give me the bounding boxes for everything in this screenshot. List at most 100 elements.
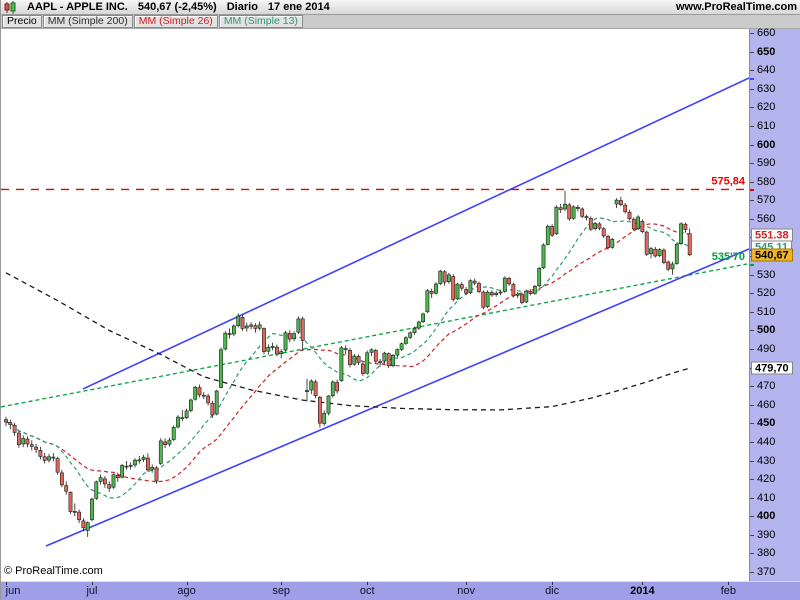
- price-tick-label: 660: [757, 27, 776, 39]
- indicator-legend-bar: Precio MM (Simple 200) MM (Simple 26) MM (S…: [1, 15, 800, 29]
- price-tick: [750, 479, 754, 481]
- time-axis[interactable]: jun jul ago sep oct nov dic 2014 feb: [1, 581, 800, 600]
- price-tick: [750, 144, 754, 146]
- price-tick-label: 390: [757, 528, 776, 541]
- price-tick: [750, 163, 754, 165]
- price-tick: [750, 200, 754, 202]
- price-tick: [750, 181, 754, 183]
- price-tick-label: 630: [757, 82, 776, 95]
- month-tick: [466, 582, 468, 585]
- price-tick-label: 620: [757, 101, 776, 114]
- price-tick: [750, 293, 754, 295]
- month-label-feb: feb: [720, 585, 737, 597]
- price-tick-label: 640: [757, 64, 776, 77]
- indicator-button-mm-simple-26-[interactable]: MM (Simple 26): [133, 15, 218, 28]
- month-tick: [6, 582, 7, 585]
- price-tick-label: 410: [757, 491, 776, 504]
- chart-canvas[interactable]: 575,84 535'70 © ProRealTime.com: [1, 29, 749, 581]
- price-tick: [750, 218, 754, 220]
- alert-axis-tick: [750, 189, 754, 192]
- candlestick-series: [4, 190, 692, 537]
- price-tick-label: 610: [757, 119, 776, 132]
- month-tick: [92, 582, 93, 585]
- candlestick-chart[interactable]: 575,84 535'70: [1, 29, 749, 581]
- price-tick: [750, 386, 754, 388]
- alert-level-label: 575,84: [711, 175, 746, 187]
- sma-26-line: [5, 223, 690, 483]
- sma200-value-box: 479,70: [751, 361, 793, 375]
- price-tick: [750, 404, 754, 406]
- support-trendline-green: [1, 263, 748, 408]
- price-tick: [750, 330, 754, 332]
- price-tick: [750, 274, 754, 276]
- price-tick-label: 370: [757, 566, 776, 578]
- price-tick: [750, 516, 754, 518]
- price-tick-label: 520: [757, 287, 776, 300]
- price-tick: [750, 534, 754, 536]
- last-price-box: 540,67: [751, 248, 793, 262]
- month-label-2014: 2014: [630, 585, 655, 597]
- price-tick-label: 400: [757, 510, 776, 523]
- price-tick-label: 600: [757, 138, 776, 151]
- last-price-change: 540,67 (-2,45%): [137, 1, 217, 13]
- month-tick: [186, 582, 188, 585]
- month-label-sep: sep: [272, 585, 291, 597]
- channel-upper-line: [82, 77, 749, 390]
- price-tick: [750, 311, 754, 313]
- price-tick: [750, 497, 754, 499]
- price-tick-label: 470: [757, 380, 776, 393]
- price-tick: [750, 33, 754, 34]
- price-tick-label: 650: [757, 45, 776, 58]
- price-tick-label: 450: [757, 417, 776, 430]
- indicator-button-precio[interactable]: Precio: [2, 15, 42, 28]
- channel-upper-axis-tick: [750, 78, 754, 80]
- price-tick: [750, 107, 754, 109]
- month-label-jun: jun: [5, 585, 21, 597]
- indicator-button-mm-simple-200-[interactable]: MM (Simple 200): [42, 15, 133, 28]
- price-tick-label: 530: [757, 268, 776, 281]
- price-tick-label: 420: [757, 473, 776, 486]
- month-tick: [367, 582, 369, 585]
- trendline-level-label: 535'70: [712, 251, 745, 263]
- price-tick: [750, 572, 754, 573]
- month-label-dic: dic: [545, 585, 560, 597]
- price-tick: [750, 125, 754, 127]
- price-tick: [750, 51, 754, 53]
- price-tick-label: 460: [757, 398, 776, 411]
- sma-200-line: [5, 272, 690, 411]
- month-label-nov: nov: [457, 585, 475, 597]
- month-tick: [281, 582, 283, 585]
- price-tick-label: 510: [757, 305, 776, 318]
- price-tick-label: 560: [757, 212, 776, 225]
- title-bar: AAPL - APPLE INC. 540,67 (-2,45%) Diario…: [1, 0, 800, 15]
- month-tick: [642, 582, 644, 585]
- timeframe-label: Diario: [226, 1, 258, 13]
- price-tick-label: 590: [757, 157, 776, 170]
- price-axis[interactable]: 3703803904004104204304404504604704804905…: [749, 27, 800, 581]
- price-tick: [750, 441, 754, 443]
- price-tick: [750, 460, 754, 462]
- sma-13-line: [5, 217, 690, 499]
- site-link[interactable]: www.ProRealTime.com: [675, 1, 797, 13]
- month-label-jul: jul: [86, 585, 98, 597]
- price-tick-label: 580: [757, 175, 776, 188]
- channel-lower-line: [45, 248, 749, 547]
- price-tick-label: 500: [757, 324, 776, 337]
- indicator-button-mm-simple-13-[interactable]: MM (Simple 13): [218, 15, 303, 28]
- price-tick-label: 490: [757, 343, 776, 355]
- symbol-title: AAPL - APPLE INC.: [27, 1, 128, 13]
- month-label-ago: ago: [177, 585, 196, 597]
- copyright-watermark: © ProRealTime.com: [4, 565, 103, 577]
- price-tick: [750, 70, 754, 72]
- price-tick-label: 380: [757, 547, 776, 560]
- candlestick-icon: [4, 0, 17, 14]
- price-tick-label: 430: [757, 454, 776, 467]
- price-tick-label: 570: [757, 194, 776, 207]
- sma26-value-box: 551.38: [751, 228, 793, 242]
- month-label-oct: oct: [359, 585, 375, 597]
- price-tick: [750, 349, 754, 350]
- price-tick: [750, 553, 754, 555]
- trendline-axis-tick: [750, 264, 754, 266]
- month-tick: [728, 582, 730, 585]
